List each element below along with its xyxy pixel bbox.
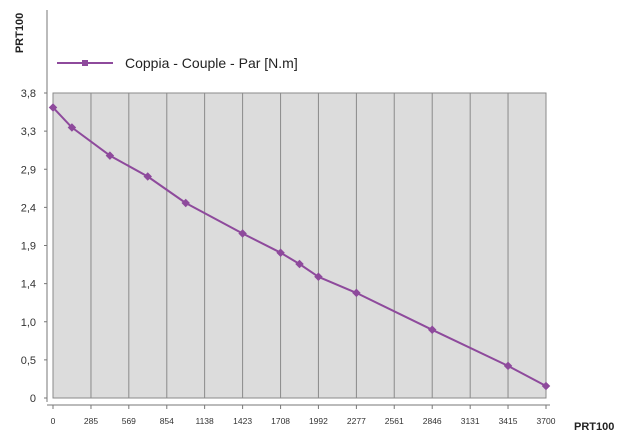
y-tick-label: 3,8: [21, 88, 36, 100]
data-point: [427, 325, 437, 335]
x-tick-labels: 0 285 569 854 1138 1423 1708 1992 2277 2561 2846 31…: [51, 416, 556, 426]
legend-label: Coppia - Couple - Par [N.m]: [125, 55, 298, 71]
data-point: [352, 288, 361, 298]
x-tick-label: 1138: [195, 416, 214, 426]
data-point: [181, 198, 190, 208]
data-point: [295, 259, 304, 269]
x-tick-label: 2561: [385, 416, 404, 426]
x-tick-label: 285: [84, 416, 98, 426]
data-point: [48, 103, 58, 112]
x-tick-label: 1708: [271, 416, 290, 426]
data-point: [314, 272, 323, 282]
y-tick-label: 0: [30, 393, 36, 405]
data-point: [503, 361, 513, 371]
x-tick-label: 569: [122, 416, 136, 426]
y-tick-label: 2,4: [21, 202, 36, 214]
data-point: [238, 229, 247, 238]
legend-marker-swatch: [82, 60, 88, 66]
x-tick-label: 0: [51, 416, 56, 426]
x-tick-label: 854: [160, 416, 174, 426]
data-point: [541, 381, 551, 391]
y-tick-label: 2,9: [21, 164, 36, 176]
x-tick-label: 2277: [347, 416, 366, 426]
data-point: [67, 123, 77, 132]
plot-area: [53, 93, 546, 398]
x-tick-label: 3131: [461, 416, 480, 426]
legend: Coppia - Couple - Par [N.m]: [57, 55, 298, 71]
data-point: [105, 151, 115, 160]
x-tick-label: 3415: [499, 416, 518, 426]
x-tick-label: 1992: [309, 416, 328, 426]
x-tick-label: 1423: [233, 416, 252, 426]
y-tick-label: 1,4: [21, 279, 36, 291]
data-point: [143, 172, 152, 181]
x-axis-title: PRT100: [574, 421, 614, 433]
y-tick-label: 0,5: [21, 355, 36, 367]
x-tick-label: 3700: [537, 416, 556, 426]
series-group: [48, 103, 551, 391]
y-axis-title: PRT100: [14, 13, 26, 53]
y-tick-labels: 0 0,5 1,0 1,4 1,9 2,4 2,9 3,3 3,8: [21, 88, 36, 405]
y-tick-label: 3,3: [21, 126, 36, 138]
data-point: [276, 248, 285, 257]
grid-lines: [90, 93, 509, 398]
y-tick-label: 1,9: [21, 241, 36, 253]
x-tick-label: 2846: [423, 416, 442, 426]
axes: [44, 10, 550, 409]
plot-border: [52, 92, 547, 399]
y-tick-label: 1,0: [21, 317, 36, 329]
